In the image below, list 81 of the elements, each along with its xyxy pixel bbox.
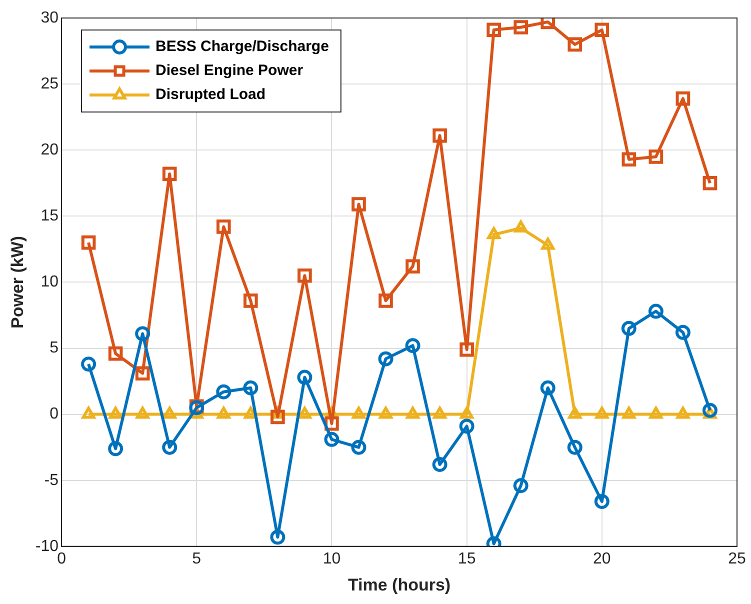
point [486,22,501,38]
point [594,494,610,509]
point [378,294,393,308]
point [405,338,420,354]
point [622,152,636,167]
point [216,384,232,400]
legend-label: Diesel Engine Power [156,62,304,80]
point [406,259,420,274]
point [270,410,285,424]
y-tick-label: -5 [44,472,59,489]
x-tick-label: 20 [593,550,611,568]
point [135,366,150,381]
point [648,304,664,319]
y-tick-label: 10 [40,274,59,291]
point [567,440,582,455]
point [433,406,446,419]
y-tick-label: 0 [50,406,59,423]
point [216,406,230,419]
point [406,406,420,419]
y-axis-title: Power (kW) [8,236,27,328]
x-tick-label: 5 [192,550,202,568]
legend-label: Disrupted Load [156,86,266,104]
x-tick-label: 25 [728,550,746,568]
point [82,406,96,419]
point [298,268,312,283]
point [676,406,690,419]
point [432,457,448,472]
point [162,166,177,182]
point [352,406,366,419]
point [244,294,258,308]
point [243,380,258,396]
point [540,380,556,396]
point [459,418,474,434]
point [351,440,366,455]
point [541,238,555,250]
point [702,402,718,418]
y-tick-label: 20 [40,142,59,159]
point [676,91,690,106]
point [162,406,176,419]
point [595,406,609,419]
point [297,370,312,385]
point [649,406,663,419]
point [622,406,636,419]
point [108,346,123,361]
point [378,351,394,366]
y-tick-label: -10 [35,538,59,555]
point [108,441,124,456]
y-tick-label: 25 [40,75,59,92]
point [460,406,474,419]
point [216,220,231,234]
point [298,406,312,419]
point [513,478,528,494]
point [136,406,150,419]
point [108,406,122,419]
point [568,406,582,419]
point [621,320,636,336]
x-axis-title: Time (hours) [348,575,451,594]
point [594,22,610,38]
x-tick-label: 10 [322,550,341,568]
x-tick-label: 15 [458,550,476,568]
point [162,440,178,455]
point [352,197,366,212]
point [81,356,96,372]
point [568,37,582,52]
point [460,342,474,357]
point [648,150,664,164]
point [675,324,690,340]
point [487,227,501,240]
y-tick-label: 30 [40,9,59,26]
point [324,432,340,447]
point [379,406,392,419]
point [270,530,286,545]
y-tick-label: 5 [50,340,59,357]
point [135,326,150,342]
point [702,176,718,190]
legend-label: BESS Charge/Discharge [156,38,329,56]
point [514,220,528,233]
y-tick-label: 15 [40,208,59,225]
point [81,235,96,250]
point [432,128,447,143]
point [514,20,528,34]
